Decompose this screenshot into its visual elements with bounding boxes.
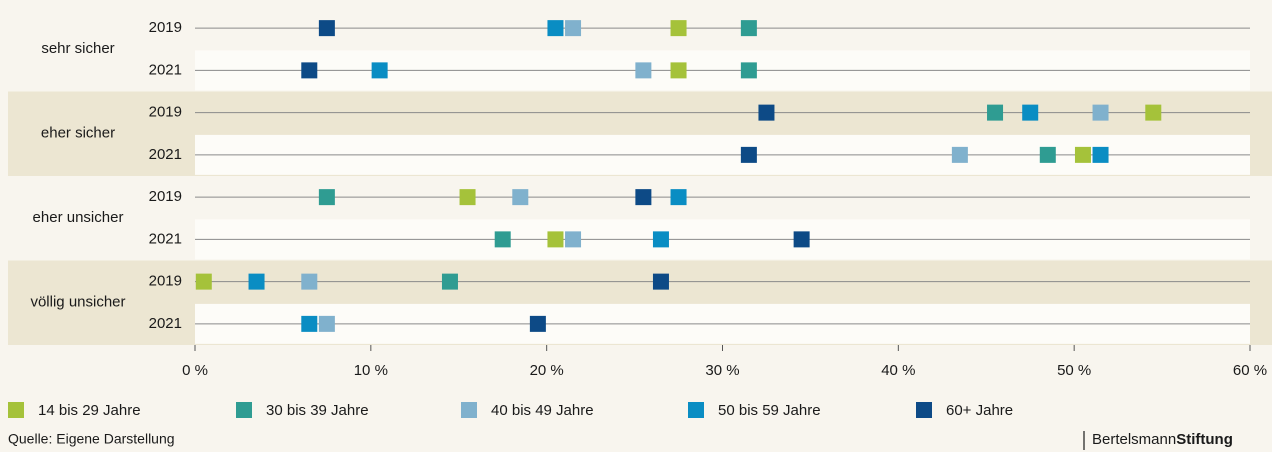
marker <box>318 189 335 206</box>
x-tick-label: 10 % <box>354 362 388 379</box>
marker <box>195 273 212 290</box>
marker <box>1022 104 1039 121</box>
marker <box>740 146 757 163</box>
marker <box>371 62 388 79</box>
marker <box>758 104 775 121</box>
x-tick-label: 50 % <box>1057 362 1091 379</box>
x-tick-label: 30 % <box>705 362 739 379</box>
marker <box>301 315 318 332</box>
marker <box>318 20 335 37</box>
legend-label: 40 bis 49 Jahre <box>491 402 594 419</box>
marker <box>565 231 582 248</box>
marker <box>1145 104 1162 121</box>
year-label: 2019 <box>149 19 182 36</box>
marker <box>512 189 529 206</box>
marker <box>740 20 757 37</box>
legend-label: 30 bis 39 Jahre <box>266 402 369 419</box>
brand: BertelsmannStiftung <box>1092 431 1233 448</box>
legend-swatch <box>688 402 704 418</box>
marker <box>459 189 476 206</box>
marker <box>441 273 458 290</box>
marker <box>1074 146 1091 163</box>
marker <box>1092 104 1109 121</box>
brand-2: Stiftung <box>1176 431 1233 448</box>
year-label: 2019 <box>149 104 182 121</box>
marker <box>494 231 511 248</box>
year-label: 2021 <box>149 230 182 247</box>
legend-swatch <box>8 402 24 418</box>
legend-swatch <box>236 402 252 418</box>
marker <box>301 273 318 290</box>
marker <box>951 146 968 163</box>
year-label: 2021 <box>149 315 182 332</box>
year-label: 2021 <box>149 61 182 78</box>
marker <box>547 231 564 248</box>
marker <box>740 62 757 79</box>
marker <box>301 62 318 79</box>
marker <box>670 189 687 206</box>
marker <box>565 20 582 37</box>
marker <box>635 62 652 79</box>
marker <box>793 231 810 248</box>
x-tick-label: 40 % <box>881 362 915 379</box>
legend-label: 60+ Jahre <box>946 402 1013 419</box>
marker <box>670 62 687 79</box>
group-label: eher sicher <box>41 125 115 142</box>
marker <box>318 315 335 332</box>
year-label: 2021 <box>149 146 182 163</box>
year-label: 2019 <box>149 273 182 290</box>
legend-label: 14 bis 29 Jahre <box>38 402 141 419</box>
year-label: 2019 <box>149 188 182 205</box>
group-label: sehr sicher <box>41 40 114 57</box>
legend-label: 50 bis 59 Jahre <box>718 402 821 419</box>
legend-swatch <box>461 402 477 418</box>
source: Quelle: Eigene Darstellung <box>8 431 175 447</box>
marker <box>987 104 1004 121</box>
group-label: eher unsicher <box>33 209 124 226</box>
x-tick-label: 60 % <box>1233 362 1267 379</box>
marker <box>529 315 546 332</box>
brand-1: Bertelsmann <box>1092 431 1176 448</box>
marker <box>547 20 564 37</box>
legend-swatch <box>916 402 932 418</box>
x-tick-label: 0 % <box>182 362 208 379</box>
marker <box>1039 146 1056 163</box>
marker <box>248 273 265 290</box>
marker <box>652 273 669 290</box>
marker <box>635 189 652 206</box>
marker <box>670 20 687 37</box>
x-tick-label: 20 % <box>530 362 564 379</box>
marker <box>652 231 669 248</box>
group-label: völlig unsicher <box>30 294 125 311</box>
marker <box>1092 146 1109 163</box>
